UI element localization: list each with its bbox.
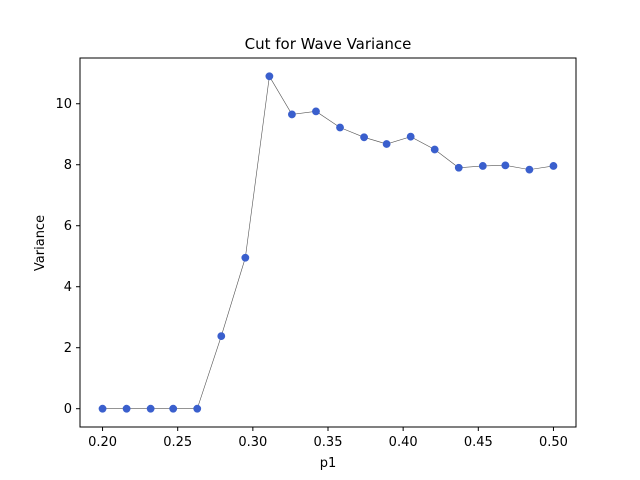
data-point: [193, 404, 202, 413]
x-tick-label: 0.30: [238, 435, 267, 450]
data-point: [217, 332, 226, 341]
series-line: [102, 75, 554, 410]
data-point: [382, 140, 391, 148]
x-tick-label: 0.20: [88, 435, 117, 450]
x-axis: 0.20 0.25 0.30 0.35 0.40 0.45 0.50: [88, 427, 568, 450]
data-point: [549, 162, 558, 170]
y-tick-label: 2: [64, 341, 72, 356]
chart-title: Cut for Wave Variance: [245, 35, 412, 53]
series-line-group: [102, 75, 554, 410]
y-tick-label: 4: [64, 280, 72, 295]
x-axis-label: p1: [320, 456, 337, 471]
data-point: [122, 404, 131, 413]
data-point: [478, 162, 487, 170]
series-points-group: [98, 72, 558, 413]
y-axis: 0 2 4 6 8 10: [55, 97, 80, 417]
data-point: [265, 72, 274, 81]
y-axis-label: Variance: [33, 215, 48, 271]
x-tick-label: 0.35: [314, 435, 343, 450]
data-point: [146, 404, 155, 413]
plot-area-frame: [79, 57, 577, 428]
y-tick-label: 8: [64, 158, 72, 173]
data-point: [406, 132, 415, 141]
data-point: [312, 107, 320, 116]
data-point: [98, 404, 107, 413]
data-point: [430, 145, 439, 154]
y-tick-label: 10: [55, 97, 72, 112]
data-point: [288, 110, 296, 119]
data-point: [336, 123, 344, 132]
x-tick-label: 0.40: [389, 435, 418, 450]
data-point: [241, 253, 250, 262]
y-tick-label: 0: [64, 402, 72, 417]
data-point: [454, 163, 463, 172]
x-tick-label: 0.25: [163, 435, 192, 450]
x-tick-label: 0.45: [464, 435, 493, 450]
data-point: [525, 165, 534, 174]
x-tick-label: 0.50: [539, 435, 568, 450]
data-point: [360, 133, 368, 142]
data-point: [501, 161, 510, 170]
y-tick-label: 6: [64, 219, 72, 234]
data-point: [169, 404, 178, 413]
